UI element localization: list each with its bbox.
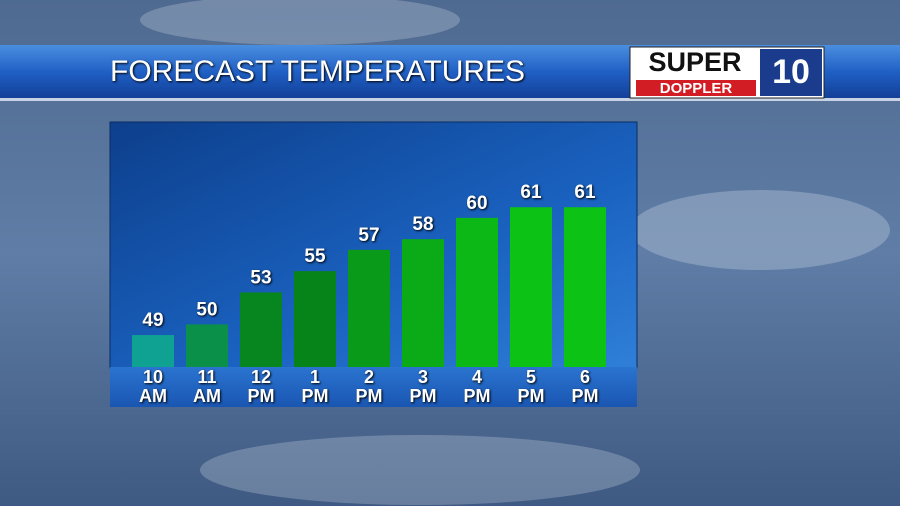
bar <box>348 249 390 367</box>
bar <box>510 207 552 367</box>
banner-edge <box>0 98 900 101</box>
x-tick-label: 4 PM <box>463 367 491 406</box>
bar <box>132 335 174 367</box>
chart-title: FORECAST TEMPERATURES <box>110 55 525 88</box>
logo-number: 10 <box>772 53 810 91</box>
cloud <box>200 435 640 505</box>
value-label: 53 <box>250 267 271 288</box>
cloud <box>630 190 890 270</box>
x-tick-label: 11 AM <box>193 367 222 406</box>
label-strip <box>110 367 637 407</box>
value-label: 57 <box>358 225 379 246</box>
bar <box>564 207 606 367</box>
cloud <box>140 0 460 45</box>
x-tick-label: 3 PM <box>409 367 437 406</box>
x-tick-label: 12 PM <box>247 367 275 406</box>
bar <box>294 271 336 367</box>
x-tick-label: 2 PM <box>355 367 383 406</box>
bar <box>456 217 498 367</box>
logo-red <box>636 80 756 96</box>
logo-text: SUPER <box>648 47 741 77</box>
bar <box>186 324 228 367</box>
value-label: 58 <box>412 214 433 235</box>
bar <box>402 239 444 367</box>
value-label: 49 <box>142 310 163 331</box>
value-label: 50 <box>196 299 217 320</box>
logo-badge <box>760 49 822 96</box>
value-label: 55 <box>304 246 326 267</box>
logo-text: DOPPLER <box>660 80 733 97</box>
x-tick-label: 6 PM <box>571 367 599 406</box>
value-label: 60 <box>466 193 487 214</box>
bar <box>240 292 282 367</box>
x-tick-label: 10 AM <box>139 367 167 406</box>
value-label: 61 <box>574 182 596 203</box>
x-tick-label: 5 PM <box>517 367 545 406</box>
x-tick-label: 1 PM <box>301 367 329 406</box>
value-label: 61 <box>520 182 542 203</box>
